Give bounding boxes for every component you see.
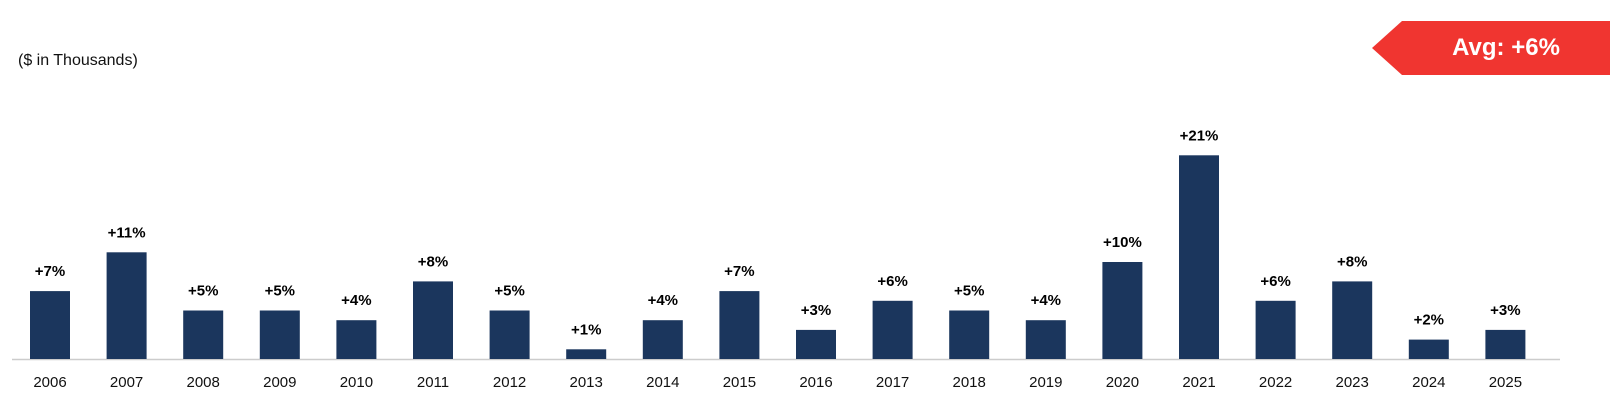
bar-2018 — [949, 310, 990, 359]
x-tick-label-2020: 2020 — [1106, 374, 1139, 391]
bar-2021 — [1179, 155, 1219, 359]
data-label-2013: +1% — [571, 321, 601, 338]
data-label-2008: +5% — [188, 283, 218, 300]
bar-2025 — [1485, 329, 1526, 359]
x-tick-label-2007: 2007 — [110, 374, 143, 391]
x-tick-label-2016: 2016 — [799, 374, 832, 391]
data-label-2022: +6% — [1260, 273, 1290, 290]
bar-2007 — [106, 252, 147, 359]
data-label-2009: +5% — [265, 283, 295, 300]
x-tick-label-2009: 2009 — [263, 374, 296, 391]
units-label: ($ in Thousands) — [18, 52, 138, 69]
data-label-2017: +6% — [877, 273, 907, 290]
x-tick-label-2014: 2014 — [646, 374, 679, 391]
bar-2016 — [796, 329, 836, 359]
bar-2010 — [336, 320, 377, 359]
data-label-2007: +11% — [108, 224, 146, 241]
bar-2014 — [642, 320, 683, 359]
x-tick-label-2017: 2017 — [876, 374, 909, 391]
average-badge: Avg: +6% — [1372, 21, 1610, 75]
data-label-2014: +4% — [648, 292, 678, 309]
data-label-2020: +10% — [1103, 234, 1142, 251]
data-label-2023: +8% — [1337, 253, 1367, 270]
bar-2020 — [1102, 262, 1143, 359]
data-label-2025: +3% — [1490, 302, 1520, 319]
data-label-2016: +3% — [801, 302, 831, 319]
average-badge-shape — [1372, 21, 1610, 75]
x-tick-label-2012: 2012 — [493, 374, 526, 391]
average-badge-text: Avg: +6% — [1452, 34, 1560, 61]
bar-2012 — [489, 310, 530, 359]
bar-2022 — [1255, 300, 1296, 359]
bar-2017 — [872, 300, 913, 359]
x-tick-label-2021: 2021 — [1182, 374, 1215, 391]
bar-2015 — [719, 291, 760, 359]
x-tick-label-2019: 2019 — [1029, 374, 1062, 391]
bar-2024 — [1408, 339, 1449, 359]
bar-2006 — [30, 291, 70, 359]
bar-2013 — [566, 349, 607, 359]
data-label-2018: +5% — [954, 283, 984, 300]
x-tick-label-2023: 2023 — [1336, 374, 1369, 391]
data-label-2019: +4% — [1031, 292, 1061, 309]
x-tick-label-2022: 2022 — [1259, 374, 1292, 391]
x-tick-label-2010: 2010 — [340, 374, 373, 391]
bar-2009 — [259, 310, 300, 359]
data-label-2011: +8% — [418, 253, 448, 270]
x-tick-label-2006: 2006 — [33, 374, 66, 391]
x-tick-label-2024: 2024 — [1412, 374, 1445, 391]
data-label-2021: +21% — [1180, 127, 1219, 144]
data-label-2010: +4% — [341, 292, 371, 309]
x-tick-label-2018: 2018 — [953, 374, 986, 391]
x-tick-label-2025: 2025 — [1489, 374, 1522, 391]
x-tick-label-2013: 2013 — [570, 374, 603, 391]
bar-2023 — [1332, 281, 1373, 359]
x-tick-label-2008: 2008 — [187, 374, 220, 391]
bar-2019 — [1025, 320, 1066, 359]
data-label-2006: +7% — [35, 263, 65, 280]
data-label-2012: +5% — [494, 283, 524, 300]
x-tick-label-2015: 2015 — [723, 374, 756, 391]
data-label-2015: +7% — [724, 263, 754, 280]
bar-2011 — [413, 281, 453, 359]
data-label-2024: +2% — [1414, 312, 1444, 329]
x-tick-label-2011: 2011 — [417, 374, 449, 391]
bar-2008 — [183, 310, 224, 359]
